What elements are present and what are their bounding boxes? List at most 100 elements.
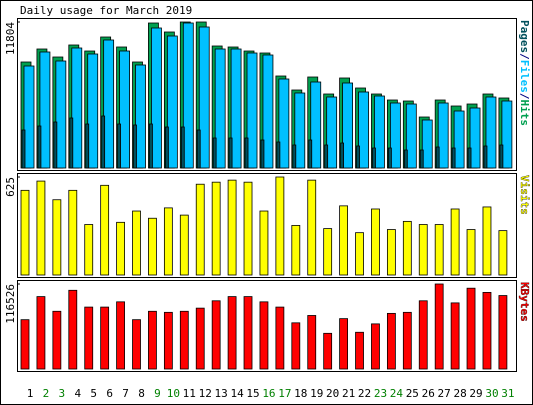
legend-entry: Visits	[518, 175, 531, 215]
legend-entry: Files	[518, 60, 531, 93]
bar	[195, 183, 205, 276]
bar	[230, 48, 242, 169]
x-tick-label: 3	[59, 387, 66, 400]
bar	[163, 207, 173, 276]
bar	[499, 144, 504, 169]
bar	[71, 47, 83, 169]
bar	[84, 306, 94, 370]
bar	[196, 129, 201, 169]
bar	[276, 141, 281, 169]
bar	[501, 100, 513, 169]
bar	[195, 307, 205, 370]
bar	[259, 301, 269, 370]
bar	[340, 142, 345, 169]
bar	[39, 51, 51, 169]
x-tick-label: 1	[27, 387, 34, 400]
bar	[133, 124, 137, 169]
bar	[355, 331, 364, 370]
bar	[339, 205, 349, 276]
bar	[275, 306, 285, 370]
bar	[434, 283, 444, 370]
bar	[482, 206, 492, 276]
x-tick-label: 14	[230, 387, 244, 400]
bar	[100, 306, 110, 370]
bar	[450, 208, 460, 276]
bar	[466, 229, 476, 276]
bar	[453, 110, 465, 169]
bar	[355, 232, 364, 276]
bar	[291, 225, 301, 276]
bar	[498, 230, 508, 276]
bar	[402, 220, 412, 276]
bar	[386, 229, 396, 276]
bar	[116, 301, 125, 370]
bar	[23, 65, 35, 169]
bar	[228, 137, 233, 169]
bar	[323, 228, 333, 276]
bar	[84, 224, 94, 276]
bar	[387, 147, 392, 169]
x-tick-label: 19	[310, 387, 323, 400]
bar	[339, 318, 349, 370]
bar	[405, 103, 417, 169]
bar	[36, 180, 46, 276]
bar	[386, 312, 396, 370]
x-tick-label: 9	[154, 387, 161, 400]
bar	[421, 119, 433, 169]
y-tick-label: 116526	[4, 284, 17, 324]
bar	[55, 60, 67, 169]
bar	[292, 144, 297, 169]
bar	[260, 139, 265, 169]
x-tick-label: 5	[90, 387, 97, 400]
x-tick-label: 22	[358, 387, 371, 400]
bar	[68, 189, 78, 276]
bar	[179, 214, 189, 276]
bar	[482, 291, 492, 370]
x-tick-label: 25	[406, 387, 419, 400]
bar	[419, 149, 424, 169]
bar	[117, 123, 121, 169]
bar	[356, 145, 360, 169]
x-tick-label: 15	[246, 387, 259, 400]
bar	[434, 224, 444, 276]
x-tick-label: 26	[422, 387, 435, 400]
bar	[307, 179, 317, 276]
bar	[20, 189, 30, 276]
bar	[135, 64, 146, 169]
bar	[20, 319, 30, 370]
x-tick-label: 30	[485, 387, 498, 400]
bar	[418, 300, 428, 370]
legend-entry: Hits	[518, 100, 531, 127]
bar	[211, 300, 221, 370]
bar	[243, 181, 253, 276]
legend: Pages/Files/Hits	[518, 20, 531, 126]
bar	[483, 145, 488, 169]
bar	[326, 96, 338, 169]
bar	[214, 48, 226, 169]
bar	[21, 129, 26, 169]
bar	[52, 199, 62, 276]
bar	[275, 176, 285, 276]
chart-title: Daily usage for March 2019	[20, 4, 192, 17]
bar	[243, 296, 253, 370]
bar	[402, 311, 412, 370]
bar	[87, 53, 99, 169]
bar	[149, 123, 153, 169]
bar	[324, 144, 329, 169]
bar	[211, 181, 221, 276]
bar	[163, 311, 173, 370]
bar	[342, 82, 354, 169]
bar	[148, 217, 157, 276]
bar	[372, 147, 376, 169]
x-tick-label: 18	[294, 387, 307, 400]
bar	[100, 184, 110, 276]
bar	[69, 117, 74, 169]
x-tick-label: 16	[262, 387, 275, 400]
y-tick-label: 625	[4, 177, 17, 197]
bar	[37, 125, 42, 169]
bar	[179, 310, 189, 370]
x-tick-label: 17	[278, 387, 291, 400]
bar	[103, 39, 115, 169]
bar	[164, 126, 169, 169]
